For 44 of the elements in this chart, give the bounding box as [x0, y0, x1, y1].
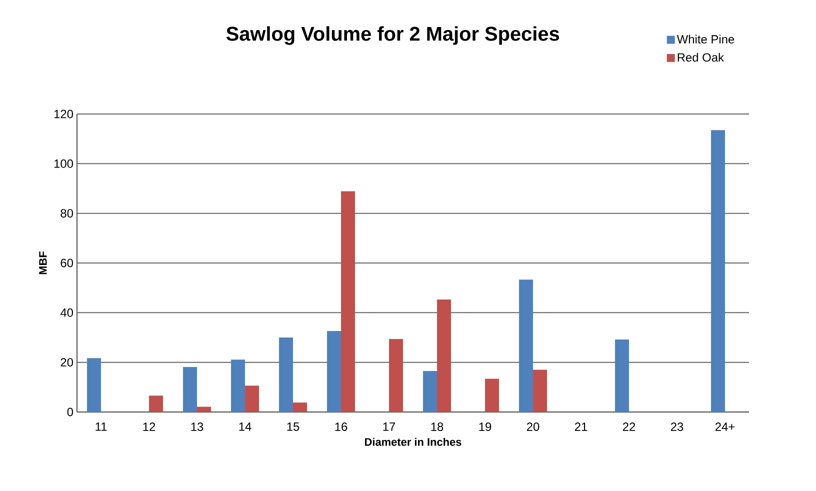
x-tick-label: 22	[622, 422, 636, 431]
bar	[615, 339, 630, 412]
bar	[423, 371, 438, 412]
x-tick-label: 15	[287, 422, 300, 431]
x-tick-label: 12	[143, 422, 156, 431]
x-tick-label: 16	[335, 422, 348, 431]
legend-label: White Pine	[676, 34, 734, 44]
bar	[533, 370, 548, 412]
bar	[519, 280, 534, 412]
bar	[183, 367, 198, 412]
bar	[279, 337, 294, 412]
chart-title: Sawlog Volume for 2 Major Species	[226, 26, 560, 45]
x-tick-label: 18	[431, 422, 444, 431]
y-axis-title: MBF	[39, 252, 47, 274]
x-tick-label: 13	[191, 422, 204, 431]
bar	[87, 358, 102, 412]
x-tick-label: 24+	[715, 422, 735, 431]
y-tick-label: 40	[60, 308, 74, 317]
bar	[149, 396, 164, 412]
x-tick-label: 17	[383, 422, 396, 431]
bar	[485, 378, 500, 412]
bar	[341, 191, 356, 412]
y-tick-label: 80	[60, 209, 74, 218]
y-tick-label: 60	[60, 258, 74, 268]
x-tick-label: 21	[574, 422, 588, 431]
x-tick-label: 19	[479, 422, 492, 431]
bar	[293, 402, 308, 412]
y-tick-label: 0	[67, 408, 74, 416]
y-tick-label: 120	[54, 110, 74, 118]
bar	[711, 130, 726, 412]
x-axis-title: Diameter in Inches	[365, 438, 462, 446]
bar	[197, 406, 212, 412]
bar	[245, 386, 260, 412]
x-tick-label: 23	[670, 422, 684, 431]
bar	[389, 338, 404, 412]
y-tick-label: 100	[54, 159, 74, 168]
y-tick-label: 20	[60, 358, 74, 367]
bar	[327, 331, 342, 412]
bar	[231, 360, 246, 412]
x-tick-label: 14	[239, 422, 252, 431]
bar	[437, 299, 452, 412]
x-tick-label: 20	[526, 422, 540, 431]
legend-label: Red Oak	[678, 52, 724, 62]
x-tick-label: 11	[96, 422, 107, 431]
